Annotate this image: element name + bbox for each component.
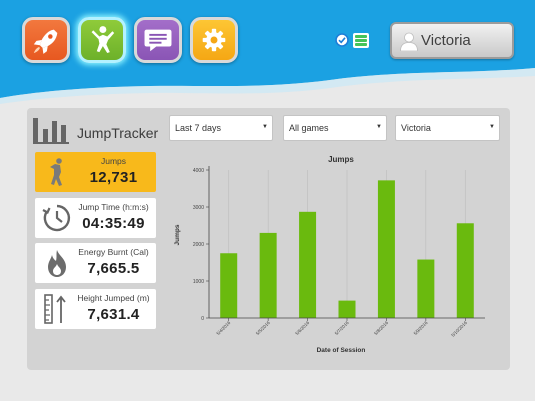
- stat-card-jumps[interactable]: Jumps 12,731: [35, 152, 156, 192]
- chart-bar: [259, 232, 277, 318]
- chart-y-tick-label: 2000: [193, 242, 204, 248]
- chart-bar: [377, 180, 395, 318]
- chart-y-tick-label: 1000: [193, 279, 204, 285]
- period-select-value: Last 7 days: [175, 123, 222, 133]
- flame-icon: [48, 250, 66, 277]
- chart-x-tick-label: 5/10/2016: [450, 320, 468, 338]
- launch-app-button[interactable]: [22, 17, 70, 63]
- user-name: Victoria: [421, 32, 471, 49]
- chart-bar: [456, 223, 474, 318]
- game-select[interactable]: All games ▼: [283, 115, 387, 141]
- chart-bar: [338, 300, 356, 318]
- stat-value: 04:35:49: [82, 215, 145, 232]
- period-select[interactable]: Last 7 days ▼: [169, 115, 273, 141]
- stat-value: 7,631.4: [87, 306, 140, 323]
- user-profile-button[interactable]: Victoria: [390, 22, 514, 59]
- chart-x-tick-label: 5/6/2016: [294, 320, 310, 336]
- chart-bar: [299, 211, 317, 318]
- stat-card-energy[interactable]: Energy Burnt (Cal) 7,665.5: [35, 243, 156, 283]
- chart-x-tick-label: 5/8/2016: [373, 320, 389, 336]
- chart-x-axis-label: Date of Session: [317, 347, 366, 354]
- chart-y-axis-label: Jumps: [174, 224, 181, 245]
- user-select-value: Victoria: [401, 123, 431, 133]
- game-select-value: All games: [289, 123, 329, 133]
- ruler-icon: [44, 294, 66, 324]
- stat-card-jump-time[interactable]: Jump Time (h:m:s) 04:35:49: [35, 198, 156, 238]
- chart-y-tick-label: 0: [201, 316, 204, 322]
- settings-app-button[interactable]: [190, 17, 238, 63]
- stat-value: 7,665.5: [87, 260, 140, 277]
- dropdown-arrow-icon: ▼: [489, 124, 495, 130]
- dropdown-arrow-icon: ▼: [376, 124, 382, 130]
- chart-x-tick-label: 5/9/2016: [413, 320, 429, 336]
- list-icon[interactable]: [353, 33, 369, 48]
- chart-y-tick-label: 4000: [193, 168, 204, 174]
- user-select[interactable]: Victoria ▼: [395, 115, 500, 141]
- bar-chart-logo-icon: [33, 118, 69, 144]
- chart-x-tick-label: 5/4/2016: [215, 320, 231, 336]
- user-icon: [400, 32, 418, 51]
- stat-label: Energy Burnt (Cal): [78, 247, 149, 257]
- gear-icon: [202, 28, 226, 52]
- stat-value: 12,731: [89, 169, 138, 186]
- dropdown-arrow-icon: ▼: [262, 124, 268, 130]
- chart-title: Jumps: [328, 155, 354, 164]
- stat-label: Jump Time (h:m:s): [78, 202, 149, 212]
- timer-icon: [42, 204, 71, 232]
- chat-app-button[interactable]: [134, 17, 182, 63]
- jump-app-button[interactable]: [78, 17, 126, 63]
- jumping-person-icon: [91, 26, 115, 54]
- chart-y-tick-label: 3000: [193, 205, 204, 211]
- chart-bar: [417, 259, 435, 318]
- jumps-bar-chart: Jumps Jumps Date of Session 0 1000 2000 300…: [174, 155, 485, 354]
- stat-label: Jumps: [100, 156, 127, 166]
- chat-bubble-icon: [144, 29, 172, 52]
- stat-label: Height Jumped (m): [77, 293, 150, 303]
- jumper-icon: [50, 158, 62, 186]
- chart-bar: [220, 253, 238, 318]
- rocket-icon: [33, 29, 58, 54]
- chart-x-tick-label: 5/5/2016: [255, 320, 271, 336]
- stat-card-height[interactable]: Height Jumped (m) 7,631.4: [35, 289, 156, 329]
- chart-x-tick-label: 5/7/2016: [334, 320, 350, 336]
- check-circle-icon[interactable]: [335, 33, 349, 47]
- app-title: JumpTracker: [77, 125, 159, 141]
